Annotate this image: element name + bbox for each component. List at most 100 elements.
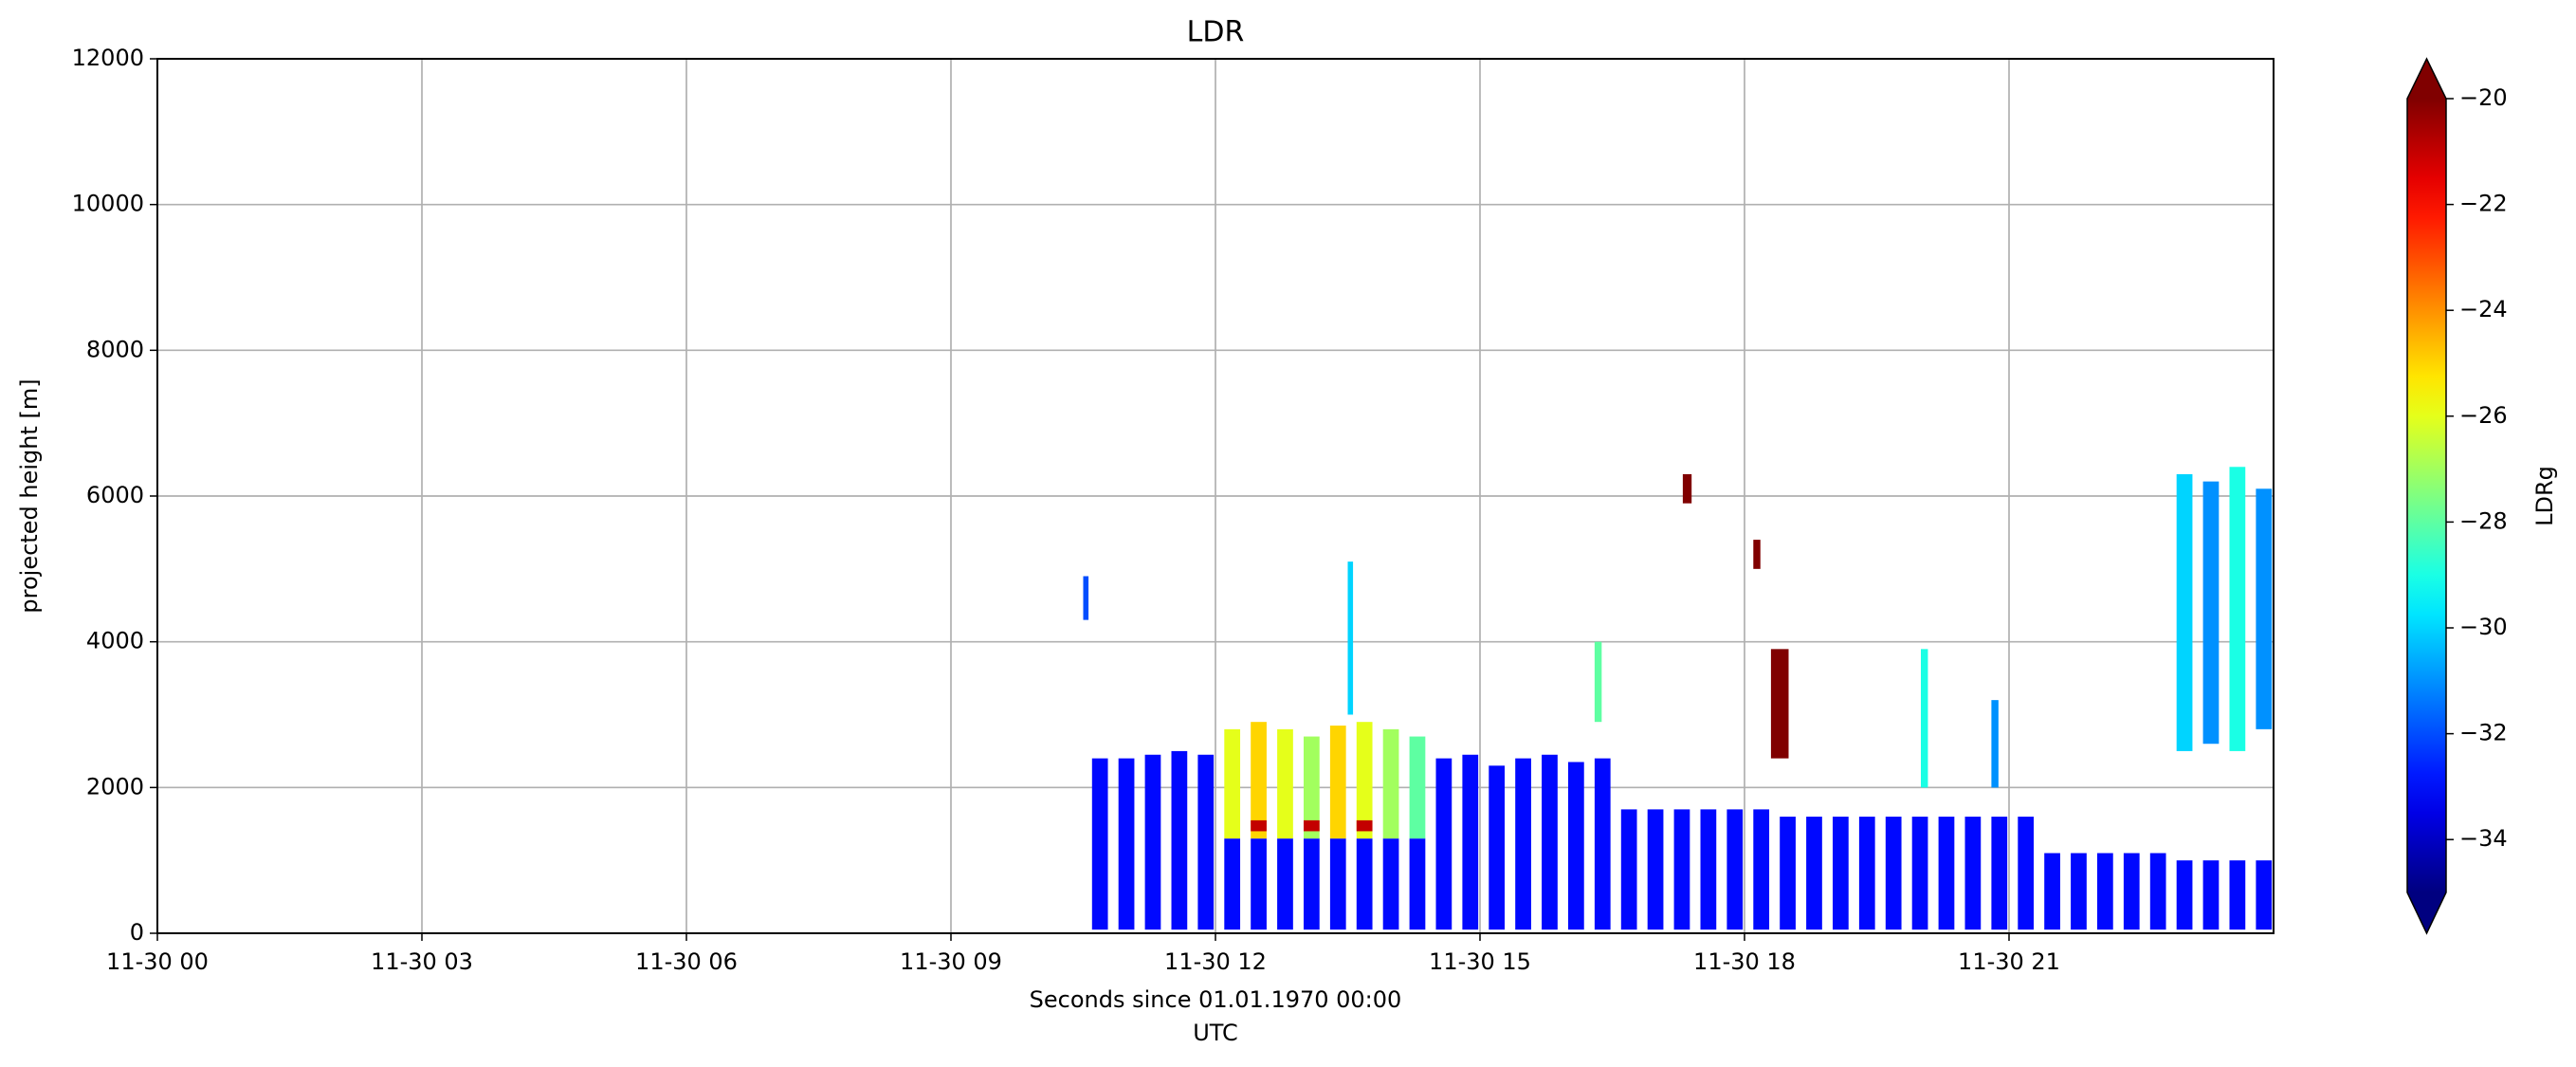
colorbar-tick-label: −24 xyxy=(2459,296,2508,322)
cell xyxy=(2044,853,2060,930)
cell xyxy=(2018,817,2035,930)
x-tick-label: 11-30 21 xyxy=(1958,948,2060,975)
y-tick-label: 8000 xyxy=(86,336,144,362)
chart-title: LDR xyxy=(1187,16,1245,49)
cell xyxy=(1382,728,1399,839)
cell xyxy=(1682,473,1692,504)
cell xyxy=(1833,817,1849,930)
cell xyxy=(1964,817,1982,930)
cell xyxy=(1409,838,1426,930)
cell xyxy=(1594,641,1602,723)
cell xyxy=(1515,758,1531,930)
cell xyxy=(1224,728,1241,839)
cell xyxy=(1885,817,1902,930)
x-tick-label: 11-30 18 xyxy=(1693,948,1796,975)
cell xyxy=(1277,728,1293,839)
cell xyxy=(1091,758,1108,930)
colorbar-extend xyxy=(2407,59,2446,99)
cell xyxy=(1347,561,1354,715)
cell xyxy=(1356,819,1373,832)
cell xyxy=(1197,754,1215,930)
cell xyxy=(2256,488,2273,729)
cell xyxy=(1083,576,1089,620)
cell xyxy=(1171,750,1188,930)
cell xyxy=(1329,838,1346,930)
y-axis-label: projected height [m] xyxy=(16,378,43,613)
x-tick-label: 11-30 12 xyxy=(1164,948,1267,975)
cell xyxy=(1806,817,1822,930)
cell xyxy=(1753,809,1770,930)
ticks: 11-30 00 11-30 03 11-30 06 11-30 09 11-30 12… xyxy=(72,45,2060,975)
y-tick-label: 2000 xyxy=(86,773,144,800)
cell xyxy=(2202,481,2220,745)
cell xyxy=(1144,754,1161,930)
colorbar-tick-label: −22 xyxy=(2459,191,2508,217)
cell xyxy=(1673,809,1690,930)
cell xyxy=(1647,809,1664,930)
x-tick-label: 11-30 06 xyxy=(635,948,738,975)
x-tick-label: 11-30 15 xyxy=(1429,948,1531,975)
cell xyxy=(1858,817,1875,930)
y-tick-label: 4000 xyxy=(86,628,144,654)
x-tick-label: 11-30 00 xyxy=(106,948,209,975)
y-tick-label: 6000 xyxy=(86,482,144,508)
x-axis-label: UTC xyxy=(1193,1020,1238,1046)
cells xyxy=(1083,467,2273,930)
cell xyxy=(1118,758,1135,930)
cell xyxy=(1620,809,1637,930)
cell xyxy=(2071,853,2087,930)
cell xyxy=(1770,649,1789,759)
cell xyxy=(1753,540,1761,569)
cell xyxy=(1409,736,1426,839)
cell xyxy=(2176,473,2193,751)
cell xyxy=(1251,722,1267,839)
cell xyxy=(1251,838,1267,930)
y-tick-label: 0 xyxy=(130,919,144,946)
colorbar-tick-label: −30 xyxy=(2459,614,2508,640)
cell xyxy=(1435,758,1452,930)
cell xyxy=(1356,838,1373,930)
cell xyxy=(1700,809,1717,930)
colorbar-tick-label: −32 xyxy=(2459,720,2508,746)
cell xyxy=(1938,817,1955,930)
colorbar-extend xyxy=(2407,892,2446,933)
colorbar-tick-label: −20 xyxy=(2459,84,2508,111)
cell xyxy=(2097,853,2113,930)
y-tick-label: 10000 xyxy=(72,191,144,217)
x-tick-label: 11-30 09 xyxy=(900,948,1002,975)
cell xyxy=(2202,860,2220,930)
colorbar: −20 −22 −24 −26 −28 −30 −32 −34 xyxy=(2406,57,2508,935)
cell xyxy=(2176,860,2193,930)
colorbar-frame xyxy=(2406,57,2447,935)
cell xyxy=(1991,700,1999,788)
x-tick-label: 11-30 03 xyxy=(371,948,473,975)
cell xyxy=(2256,860,2273,930)
cell xyxy=(1304,736,1320,839)
colorbar-body xyxy=(2407,99,2446,892)
y-tick-label: 12000 xyxy=(72,45,144,71)
cell xyxy=(1304,819,1320,832)
x-axis-label: Seconds since 01.01.1970 00:00 xyxy=(1030,986,1402,1013)
cell xyxy=(2149,853,2166,930)
cell xyxy=(1568,762,1584,930)
cell xyxy=(1251,819,1267,832)
cell xyxy=(1277,838,1293,930)
colorbar-tick-label: −28 xyxy=(2459,507,2508,534)
cell xyxy=(1911,817,1928,930)
cell xyxy=(2229,860,2246,930)
cell xyxy=(1542,754,1558,930)
colorbar-tick-label: −34 xyxy=(2459,825,2508,852)
cell xyxy=(1224,838,1241,930)
cell xyxy=(1382,838,1399,930)
cell xyxy=(2229,467,2246,751)
cell xyxy=(1329,726,1346,839)
cell xyxy=(1356,722,1373,839)
cell xyxy=(1462,754,1479,930)
cell xyxy=(1780,817,1796,930)
cell xyxy=(1489,765,1506,930)
cell xyxy=(1726,809,1744,930)
cell xyxy=(1921,649,1928,788)
cell xyxy=(2123,853,2140,930)
colorbar-label: LDRg xyxy=(2531,466,2558,526)
